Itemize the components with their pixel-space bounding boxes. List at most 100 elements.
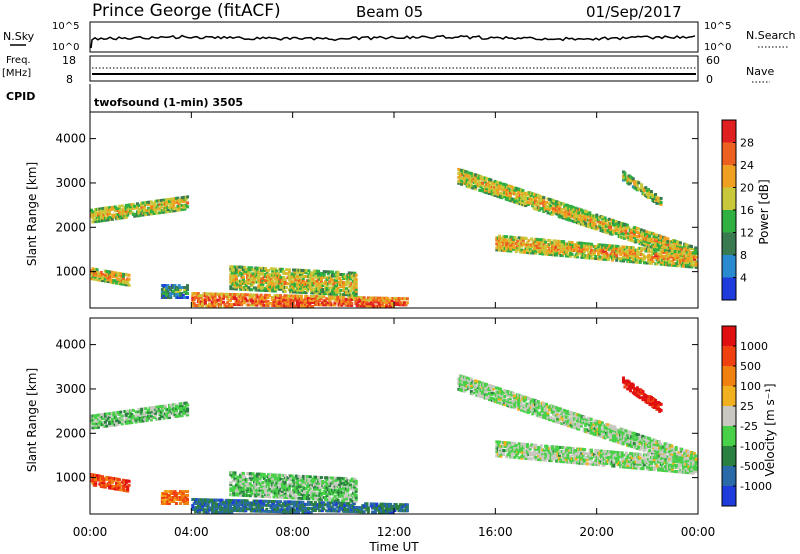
echo-cell: [300, 270, 304, 274]
echo-cell: [196, 296, 200, 300]
echo-cell: [545, 201, 549, 204]
echo-cell: [502, 249, 506, 252]
echo-cell: [553, 239, 557, 243]
echo-cell: [208, 298, 212, 302]
echo-cell: [149, 210, 153, 214]
echo-cell: [505, 239, 509, 243]
echo-cell: [258, 488, 262, 492]
echo-cell: [116, 217, 120, 220]
echo-cell: [608, 256, 612, 260]
echo-cell: [345, 287, 348, 291]
echo-cell: [277, 510, 281, 514]
echo-cell: [347, 301, 351, 305]
echo-cell: [293, 272, 297, 276]
echo-cell: [105, 412, 109, 416]
echo-cell: [138, 415, 142, 419]
echo-cell: [662, 255, 666, 258]
echo-cell: [255, 301, 259, 305]
echo-cell: [353, 508, 356, 511]
echo-cell: [364, 506, 368, 510]
echo-cell: [315, 283, 319, 287]
echo-cell: [186, 284, 189, 288]
echo-cell: [268, 289, 272, 293]
echo-cell: [101, 413, 105, 417]
echo-cell: [206, 498, 210, 502]
echo-cell: [336, 274, 340, 278]
echo-cell: [570, 241, 574, 244]
echo-cell: [176, 498, 180, 501]
echo-cell: [244, 505, 248, 509]
echo-cell: [512, 243, 516, 247]
echo-cell: [261, 490, 265, 494]
echo-cell: [184, 290, 188, 293]
echo-cell: [583, 250, 587, 254]
echo-cell: [162, 286, 166, 289]
echo-cell: [138, 419, 142, 423]
echo-cell: [393, 509, 397, 512]
echo-cell: [649, 192, 653, 195]
echo-cell: [560, 246, 564, 250]
echo-cell: [259, 297, 263, 301]
echo-cell: [257, 274, 261, 278]
echo-cell: [496, 240, 500, 244]
colorbar-swatch: [722, 232, 736, 256]
echo-cell: [322, 272, 326, 276]
echo-cell: [302, 298, 306, 302]
echo-cell: [495, 186, 498, 190]
echo-cell: [284, 294, 288, 298]
echo-cell: [581, 251, 585, 255]
echo-cell: [329, 278, 333, 282]
echo-cell: [159, 411, 163, 414]
echo-cell: [631, 252, 635, 256]
echo-cell: [110, 423, 114, 427]
echo-cell: [233, 273, 237, 277]
colorbar-tick-label: 24: [740, 159, 754, 172]
echo-cell: [149, 418, 153, 422]
echo-cell: [234, 271, 238, 275]
echo-cell: [272, 302, 276, 305]
echo-cell: [166, 412, 170, 416]
echo-cell: [516, 244, 520, 248]
echo-cell: [312, 295, 316, 298]
echo-cell: [301, 277, 305, 280]
echo-cell: [544, 252, 548, 256]
colorbar-tick-label: 28: [740, 137, 754, 150]
echo-cell: [314, 273, 318, 277]
echo-cell: [362, 510, 366, 514]
echo-cell: [285, 486, 289, 490]
echo-cell: [503, 195, 507, 199]
echo-cell: [305, 302, 309, 306]
echo-cell: [294, 278, 298, 282]
echo-cell: [287, 482, 291, 486]
echo-cell: [390, 301, 394, 304]
echo-cell: [665, 259, 669, 263]
echo-cell: [342, 293, 346, 297]
echo-cell: [250, 284, 254, 288]
echo-cell: [534, 241, 538, 245]
echo-cell: [332, 509, 336, 513]
echo-cell: [257, 272, 261, 276]
echo-cell: [95, 270, 99, 274]
echo-cell: [669, 253, 673, 257]
echo-cell: [116, 479, 120, 483]
echo-cell: [340, 503, 344, 507]
echo-cell: [97, 425, 100, 429]
echo-cell: [239, 477, 243, 481]
echo-cell: [173, 284, 177, 288]
echo-cell: [555, 249, 559, 253]
echo-cell: [231, 501, 235, 504]
echo-cell: [544, 246, 548, 250]
echo-cell: [623, 247, 627, 251]
echo-cell: [91, 275, 95, 279]
echo-cell: [649, 190, 653, 193]
echo-cell: [354, 285, 358, 289]
echo-cell: [353, 502, 356, 505]
echo-cell: [165, 414, 169, 418]
echo-cell: [656, 243, 660, 247]
echo-cell: [155, 407, 159, 411]
echo-cell: [329, 297, 333, 301]
echo-cell: [365, 302, 369, 306]
echo-cell: [380, 304, 384, 308]
echo-cell: [376, 300, 380, 304]
echo-cell: [199, 500, 203, 504]
